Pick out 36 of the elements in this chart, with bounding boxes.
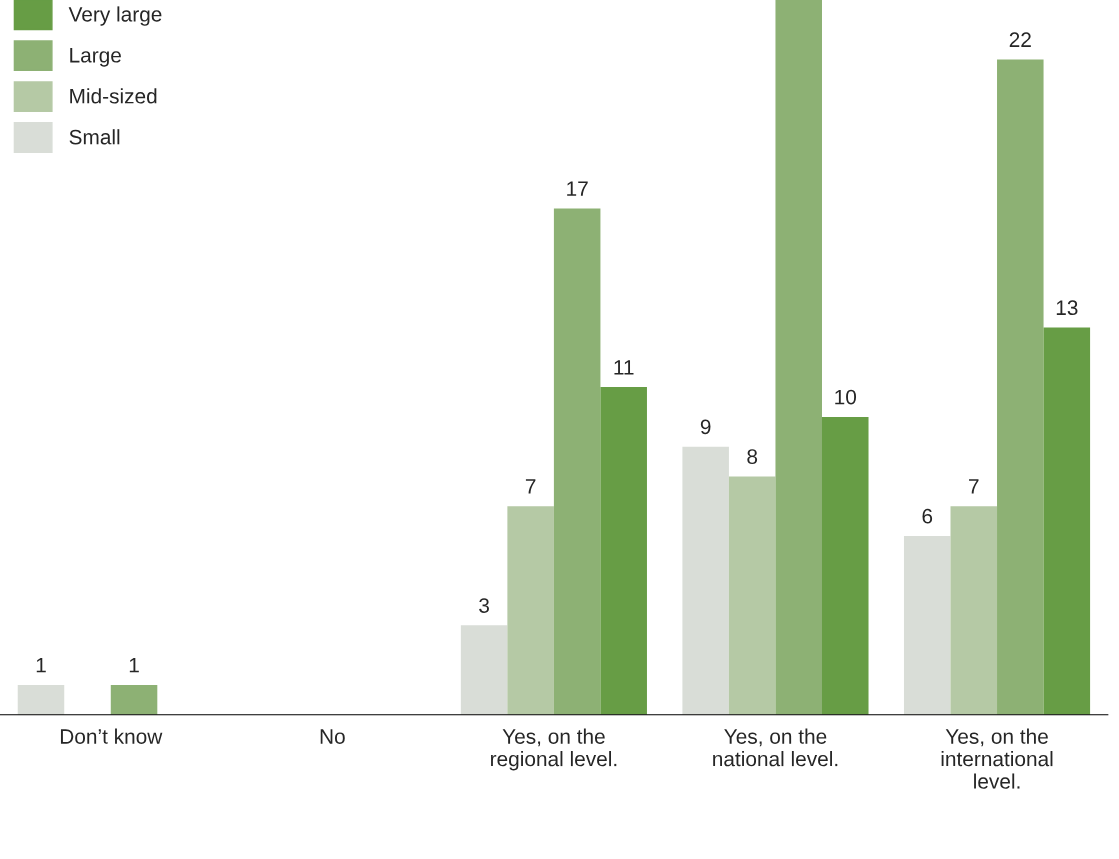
- bar: [950, 506, 998, 715]
- data-label: 8: [747, 449, 758, 465]
- bar: [507, 506, 554, 715]
- bar: [1043, 327, 1091, 715]
- legend-label: Very large: [68, 6, 162, 26]
- bar: [682, 446, 729, 715]
- bar: [553, 208, 601, 715]
- bar: [822, 416, 869, 715]
- data-label: 1: [36, 657, 46, 673]
- x-tick-label: Yes, on the regional level.: [491, 728, 617, 771]
- legend-label: Mid-sized: [70, 88, 157, 104]
- x-tick-label: Don’t know: [60, 728, 163, 744]
- data-label: 11: [614, 360, 634, 375]
- bar: [110, 684, 158, 715]
- data-label: 13: [1056, 300, 1078, 316]
- data-label: 7: [525, 479, 536, 494]
- legend-label: Small: [69, 129, 120, 145]
- data-label: 7: [969, 479, 979, 494]
- bar: [17, 684, 65, 715]
- data-label: 22: [1009, 32, 1031, 47]
- data-label: 6: [922, 508, 933, 524]
- data-label: 3: [479, 598, 489, 613]
- data-label: 1: [129, 657, 139, 673]
- bar: [600, 387, 647, 715]
- bar: [997, 59, 1044, 715]
- x-tick-label: Yes, on the national level.: [713, 728, 838, 767]
- x-tick-label: Yes, on the international level.: [941, 728, 1053, 789]
- x-tick-label: No: [320, 729, 345, 744]
- bar: [775, 0, 822, 715]
- bar: [460, 625, 508, 715]
- data-label: 9: [700, 419, 711, 435]
- bar: [903, 536, 951, 715]
- data-label: 17: [567, 181, 588, 196]
- bar: [728, 476, 776, 715]
- data-label: 10: [835, 389, 857, 405]
- legend-label: Large: [70, 48, 121, 67]
